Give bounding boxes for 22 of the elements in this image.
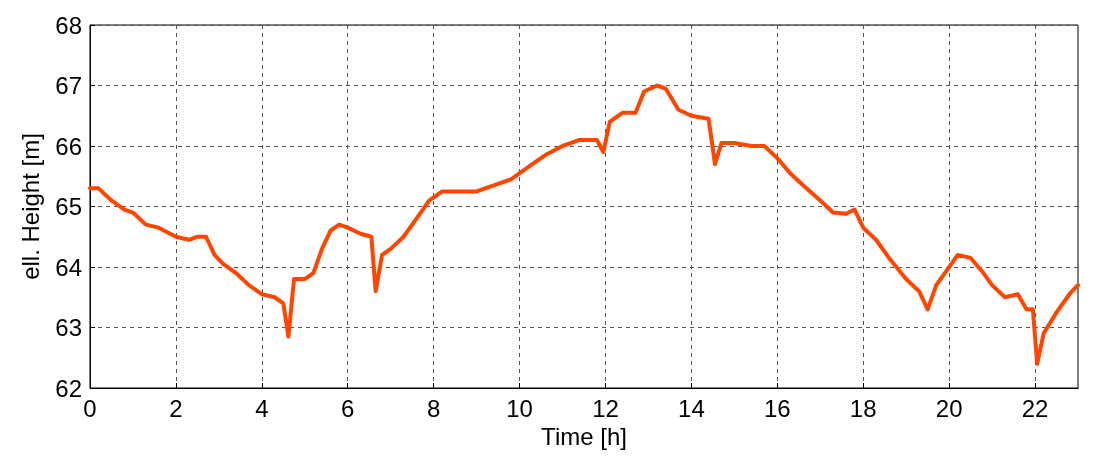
line-series <box>88 83 1080 366</box>
x-tick-label: 18 <box>849 394 877 422</box>
y-tick-label: 67 <box>55 72 82 99</box>
y-tick-label: 66 <box>55 132 82 160</box>
x-tick-label: 10 <box>506 394 533 422</box>
y-tick-label: 63 <box>55 314 82 341</box>
y-axis-title: ell. Height [m] <box>16 133 44 280</box>
x-tick-label: 16 <box>763 394 791 422</box>
x-tick-label: 14 <box>678 394 705 422</box>
x-tick-label: 0 <box>83 394 97 422</box>
x-tick-label: 20 <box>935 394 963 422</box>
x-tick-label: 6 <box>341 394 355 422</box>
x-tick-label: 22 <box>1021 394 1049 422</box>
x-tick-label: 8 <box>426 394 441 422</box>
x-tick-label: 2 <box>169 394 183 422</box>
y-tick-label: 68 <box>55 11 82 39</box>
x-tick-label: 4 <box>255 394 269 422</box>
y-tick-label: 62 <box>55 374 82 402</box>
y-tick-label: 64 <box>55 253 82 281</box>
x-tick-label: 12 <box>592 394 619 422</box>
x-axis-title: Time [h] <box>541 423 627 451</box>
y-tick-label: 65 <box>55 193 82 220</box>
